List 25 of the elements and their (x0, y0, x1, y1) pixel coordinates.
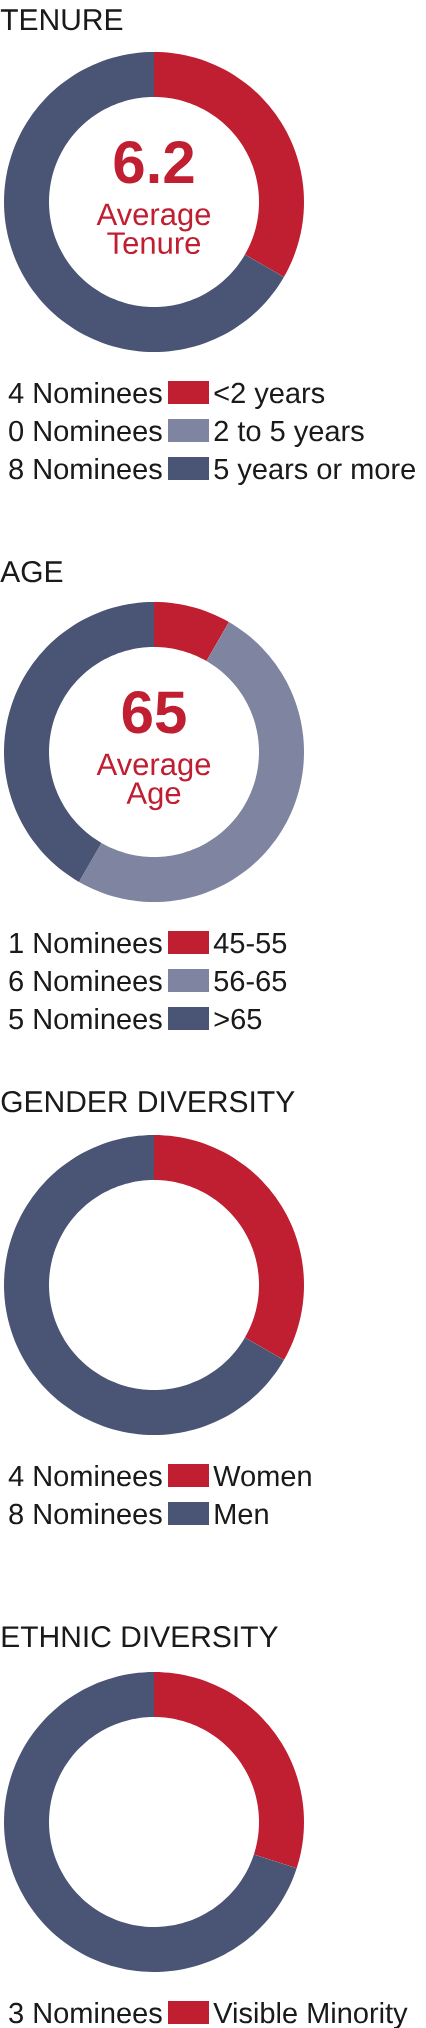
text: 0 Nominees (9, 419, 162, 442)
legend-label: 56-65 (214, 970, 287, 992)
chart-title: AGE (0, 561, 63, 583)
data-label: 8 Nominees (9, 1503, 162, 1525)
chart-title: TENURE (0, 9, 123, 31)
data-label: 4 Nominees (8, 381, 162, 404)
legend-label: Women (213, 1466, 311, 1487)
legend-label: 45-55 (213, 933, 287, 954)
data-label: 5 Nominees (9, 1008, 162, 1030)
legend-label: Men (215, 1504, 268, 1525)
text: 65 (122, 691, 186, 734)
legend-label: 5 years or more (214, 459, 415, 486)
chart-title: ETHNIC DIVERSITY (2, 1626, 278, 1648)
legend-label: <2 years (214, 382, 325, 410)
legend-label: 2 to 5 years (214, 420, 364, 448)
data-label: 8 Nominees (9, 457, 162, 480)
text: Average Age (96, 753, 211, 811)
legend-label: >65 (214, 1008, 262, 1030)
data-label: 3 Nominees (9, 2002, 162, 2024)
data-label: 1 Nominees (10, 932, 162, 954)
data-label: 4 Nominees (8, 1465, 162, 1487)
text: 6.2 (114, 141, 194, 184)
chart-title: GENDER DIVERSITY (1, 1091, 295, 1113)
text: Average Tenure (96, 203, 211, 255)
data-label: 6 Nominees (9, 970, 162, 992)
